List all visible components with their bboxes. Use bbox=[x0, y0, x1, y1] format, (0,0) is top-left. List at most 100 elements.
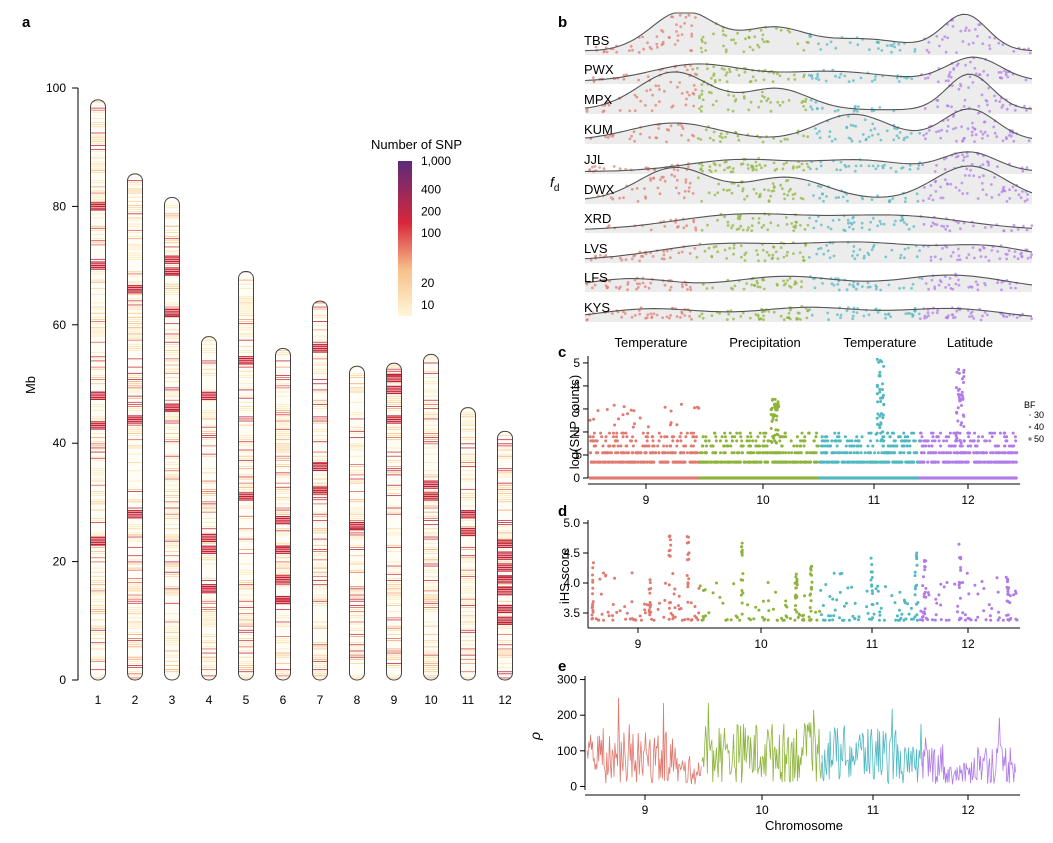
ridge-point bbox=[892, 109, 896, 113]
ridge-point bbox=[649, 312, 653, 316]
snp-point bbox=[830, 439, 834, 443]
snp-point bbox=[607, 460, 612, 464]
ridge-PWX: PWX bbox=[584, 56, 1033, 84]
ridge-point bbox=[633, 93, 637, 97]
snp-point bbox=[969, 444, 973, 448]
ridge-point bbox=[943, 35, 947, 38]
ridge-point bbox=[947, 283, 951, 287]
chromosome-label: 12 bbox=[498, 693, 512, 707]
ridge-point bbox=[762, 318, 765, 322]
panel-label-e: e bbox=[558, 658, 566, 675]
snp-point bbox=[834, 439, 838, 443]
chromosome-label: 11 bbox=[462, 693, 475, 707]
ridge-point bbox=[809, 105, 813, 109]
ihs-point bbox=[794, 575, 798, 579]
ridge-point bbox=[876, 311, 880, 314]
ridge-point bbox=[806, 135, 810, 139]
ridge-point bbox=[1006, 75, 1010, 79]
snp-point bbox=[961, 413, 965, 417]
ridge-point bbox=[894, 219, 897, 223]
ihs-point bbox=[664, 581, 667, 585]
ridge-point bbox=[850, 139, 854, 143]
ihs-point bbox=[794, 572, 798, 576]
ridge-point bbox=[1026, 193, 1029, 196]
ridge-point bbox=[951, 251, 955, 254]
ridge-point bbox=[769, 221, 773, 225]
ihs-point bbox=[734, 614, 738, 618]
ridge-point bbox=[735, 68, 739, 71]
snp-point bbox=[657, 439, 661, 443]
ridge-point bbox=[939, 185, 942, 189]
ridge-point bbox=[716, 191, 720, 195]
ridge-point bbox=[669, 80, 673, 84]
ridge-point bbox=[760, 166, 763, 170]
snp-point bbox=[769, 439, 773, 443]
ridge-point bbox=[732, 243, 736, 247]
ridge-point bbox=[925, 48, 929, 52]
ridge-point bbox=[739, 244, 743, 248]
ridge-point bbox=[615, 50, 619, 54]
ridge-point bbox=[941, 247, 944, 250]
ridge-point bbox=[952, 127, 955, 131]
ridge-point bbox=[808, 216, 811, 220]
ridge-point bbox=[754, 160, 758, 164]
snp-point bbox=[773, 433, 777, 437]
ihs-point bbox=[794, 593, 798, 597]
ihs-point bbox=[667, 617, 671, 621]
ridge-point bbox=[959, 227, 962, 231]
ridge-point bbox=[713, 193, 717, 197]
ihs-point bbox=[630, 600, 634, 604]
population-label: LFS bbox=[584, 270, 608, 285]
ridge-point bbox=[853, 257, 857, 261]
ridge-point bbox=[650, 109, 654, 113]
ridge-point bbox=[954, 282, 958, 286]
snp-point bbox=[850, 444, 853, 448]
ihs-point bbox=[678, 607, 681, 611]
ridge-point bbox=[984, 255, 988, 259]
snp-point bbox=[880, 412, 883, 416]
ridge-point bbox=[644, 195, 647, 199]
snp-point bbox=[959, 451, 963, 455]
ridge-point bbox=[819, 246, 823, 250]
ridge-point bbox=[789, 187, 792, 191]
snp-point bbox=[919, 431, 922, 435]
ridge-point bbox=[955, 51, 958, 54]
ridge-point bbox=[875, 285, 878, 289]
ridge-point bbox=[825, 195, 828, 198]
ihs-point bbox=[875, 602, 879, 605]
snp-point bbox=[876, 400, 880, 404]
chromosome-outline bbox=[349, 365, 365, 681]
ihs-point bbox=[611, 603, 615, 606]
ridge-point bbox=[944, 79, 948, 83]
ridge-point bbox=[890, 248, 894, 252]
ridge-point bbox=[871, 164, 875, 168]
snp-point bbox=[769, 413, 773, 416]
ridge-point bbox=[725, 318, 729, 321]
ridge-point bbox=[977, 104, 981, 108]
ridge-point bbox=[908, 164, 912, 167]
ridge-outline bbox=[584, 12, 1033, 52]
snp-point bbox=[632, 409, 636, 413]
snp-point bbox=[772, 415, 776, 418]
snp-point bbox=[646, 431, 650, 435]
ridge-point bbox=[982, 69, 986, 73]
ihs-point bbox=[698, 584, 702, 588]
snp-point bbox=[812, 451, 816, 455]
ridge-point bbox=[650, 316, 654, 319]
ihs-point bbox=[591, 561, 595, 565]
ihs-point bbox=[766, 618, 770, 622]
snp-point bbox=[614, 451, 618, 455]
ridge-point bbox=[976, 288, 980, 292]
ridge-point bbox=[974, 72, 978, 76]
ihs-point bbox=[677, 604, 680, 608]
ihs-point bbox=[884, 585, 887, 589]
ridge-point bbox=[934, 190, 938, 193]
ridge-point bbox=[630, 315, 634, 319]
ridge-outline bbox=[584, 241, 1033, 260]
ridge-point bbox=[859, 76, 863, 80]
snp-point bbox=[596, 451, 600, 455]
snp-point bbox=[958, 444, 962, 448]
ihs-point bbox=[740, 541, 744, 545]
snp-point bbox=[887, 460, 891, 464]
